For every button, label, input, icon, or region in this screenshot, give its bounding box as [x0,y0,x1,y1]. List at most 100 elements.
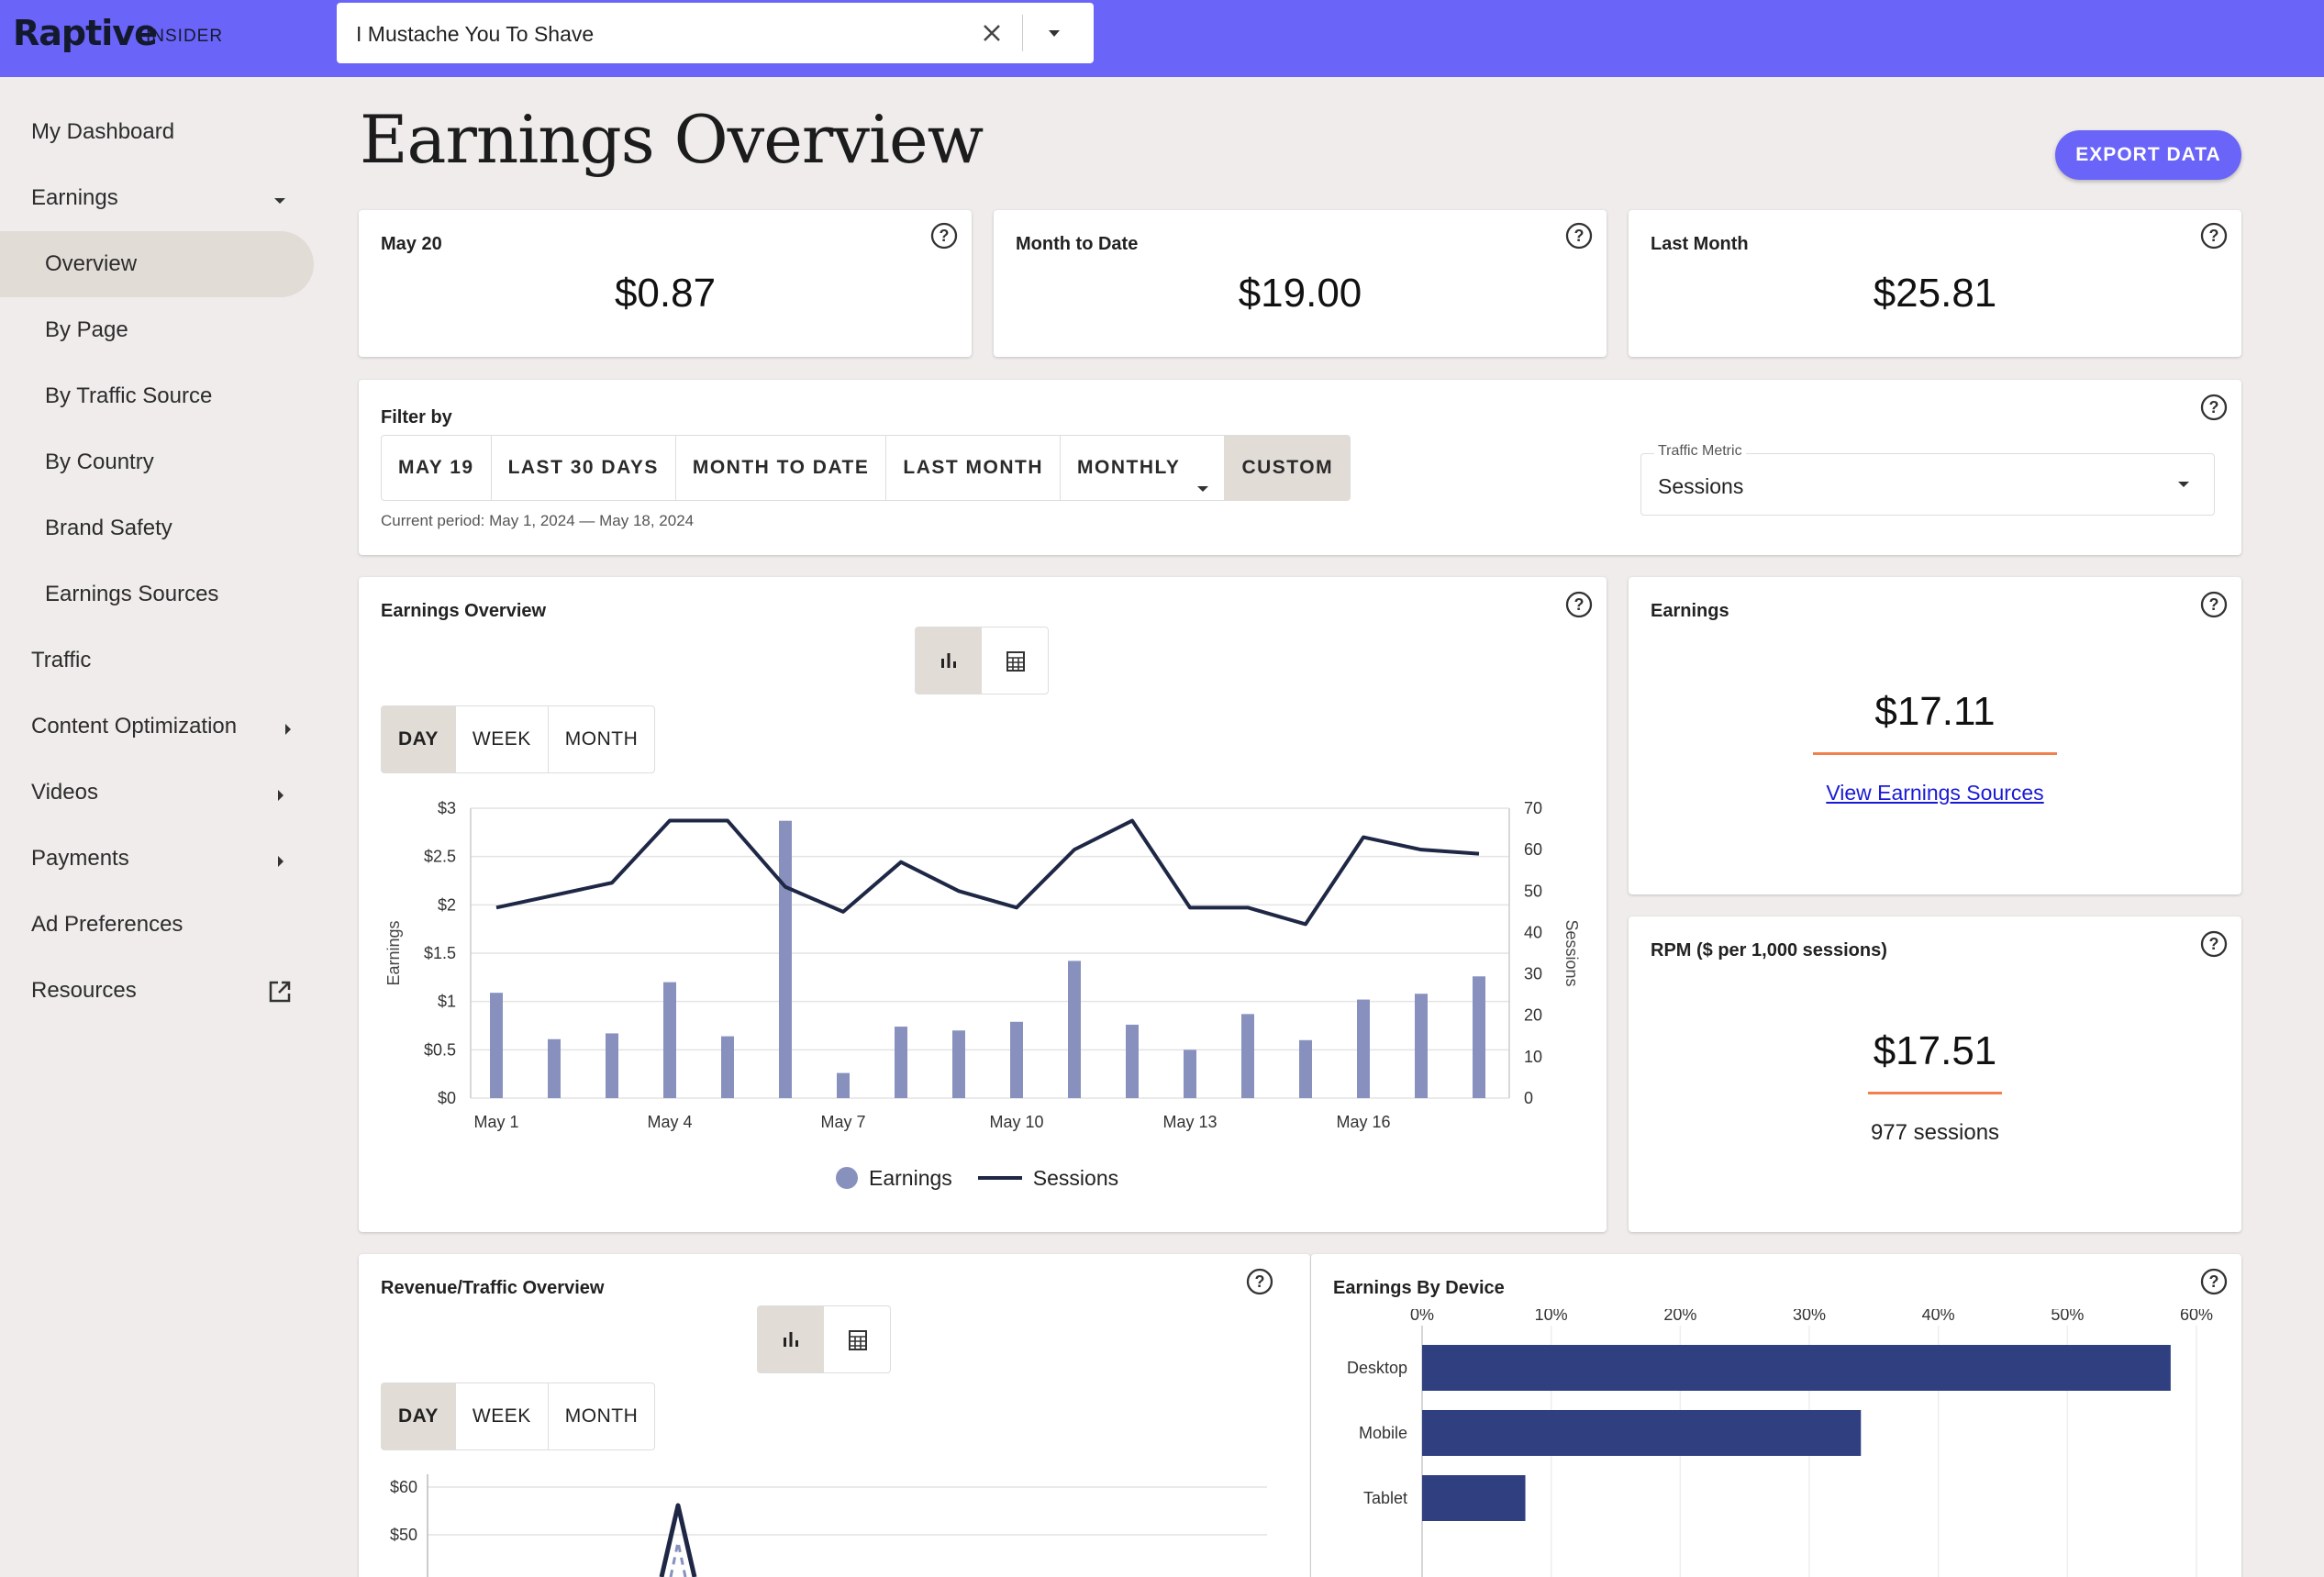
earnings-bar[interactable] [1241,1014,1254,1098]
device-bar[interactable] [1422,1410,1862,1456]
filter-month-to-date[interactable]: MONTH TO DATE [676,436,887,500]
svg-text:?: ? [2209,595,2219,614]
stat-card-today: May 20 ? $0.87 [359,210,972,357]
earnings-bar[interactable] [1357,999,1370,1098]
sidebar-item-videos[interactable]: Videos [0,760,314,826]
filter-last-month[interactable]: LAST MONTH [886,436,1062,500]
granularity-month[interactable]: MONTH [564,1405,639,1427]
earnings-bar[interactable] [895,1027,907,1098]
y2-tick-label: 20 [1524,1006,1542,1025]
traffic-metric-value: Sessions [1658,474,1744,498]
svg-text:?: ? [1574,595,1585,614]
earnings-bar[interactable] [1299,1039,1312,1098]
help-icon[interactable]: ? [2199,221,2229,250]
sidebar-item-by-page[interactable]: By Page [0,297,314,363]
x-tick-label: May 10 [989,1113,1043,1131]
granularity-day[interactable]: DAY [382,706,456,772]
sidebar-item-earnings[interactable]: Earnings [0,165,314,231]
caret-down-icon [272,190,288,206]
filter-may-19[interactable]: MAY 19 [382,436,492,500]
chart-view-button[interactable] [758,1306,824,1372]
clear-icon[interactable] [974,16,1009,50]
caret-down-icon [1195,460,1211,524]
granularity-toggle: DAY WEEK MONTH [381,1383,656,1450]
view-toggle [915,627,1049,694]
granularity-day[interactable]: DAY [382,1383,456,1449]
filter-last-30-days[interactable]: LAST 30 DAYS [492,436,676,500]
earnings-bar[interactable] [1126,1024,1139,1098]
rpm-value: $17.51 [1873,1028,1997,1073]
sidebar-item-label: By Country [45,450,154,474]
stat-label: Month to Date [1016,234,1139,254]
sidebar-item-label: Earnings [31,185,118,210]
sidebar-item-by-country[interactable]: By Country [0,429,314,495]
earnings-bar[interactable] [548,1038,561,1098]
table-view-button[interactable] [982,627,1048,694]
earnings-bar[interactable] [779,820,792,1098]
device-bar[interactable] [1422,1475,1526,1521]
sidebar-item-label: Overview [45,251,138,276]
sidebar-item-label: By Traffic Source [45,383,213,408]
site-selector[interactable]: I Mustache You To Shave [337,3,1094,63]
card-title: RPM ($ per 1,000 sessions) [1651,940,1887,961]
table-view-button[interactable] [824,1306,890,1372]
chart-view-button[interactable] [916,627,982,694]
sidebar-item-label: Content Optimization [31,714,238,739]
sidebar-item-brand-safety[interactable]: Brand Safety [0,495,314,561]
sidebar-item-payments[interactable]: Payments [0,826,314,892]
sidebar-item-overview[interactable]: Overview [0,231,314,297]
stat-card-month-to-date: Month to Date ? $19.00 [994,210,1607,357]
help-icon[interactable]: ? [2199,929,2229,959]
earnings-bar[interactable] [606,1033,618,1098]
filter-monthly[interactable]: MONTHLY [1061,436,1226,500]
help-icon[interactable]: ? [2199,393,2229,422]
granularity-toggle: DAY WEEK MONTH [381,705,656,773]
earnings-bar[interactable] [1010,1021,1023,1098]
earnings-bar[interactable] [1068,961,1081,1098]
earnings-bar[interactable] [490,993,503,1098]
svg-text:?: ? [2209,935,2219,953]
granularity-week[interactable]: WEEK [456,706,549,772]
sidebar-item-my-dashboard[interactable]: My Dashboard [0,99,314,165]
granularity-week[interactable]: WEEK [456,1383,549,1449]
help-icon[interactable]: ? [1245,1267,1274,1296]
earnings-bar[interactable] [837,1072,850,1098]
revenue-line-secondary [669,1541,687,1577]
earnings-bar[interactable] [1473,976,1485,1098]
earnings-bar[interactable] [1415,994,1428,1098]
sidebar-item-by-traffic-source[interactable]: By Traffic Source [0,363,314,429]
sidebar-item-earnings-sources[interactable]: Earnings Sources [0,561,314,627]
earnings-bar[interactable] [721,1036,734,1098]
sidebar: My Dashboard Earnings Overview By Page B… [0,77,321,1577]
sidebar-item-resources[interactable]: Resources [0,958,314,1024]
traffic-metric-select[interactable]: Traffic Metric Sessions [1640,443,2215,516]
y-tick-label: $2.5 [424,848,456,866]
export-data-button[interactable]: EXPORT DATA [2055,130,2241,180]
x-tick-label: 0% [1410,1309,1434,1324]
help-icon[interactable]: ? [2199,590,2229,619]
x-tick-label: May 13 [1162,1113,1217,1131]
sidebar-item-traffic[interactable]: Traffic [0,627,314,694]
sidebar-item-ad-preferences[interactable]: Ad Preferences [0,892,314,958]
filter-custom[interactable]: CUSTOM [1225,436,1351,500]
raptive-logo[interactable]: Raptive [13,13,158,53]
granularity-month[interactable]: MONTH [564,728,639,750]
sidebar-item-label: Brand Safety [45,516,172,540]
sidebar-item-content-optimization[interactable]: Content Optimization [0,694,314,760]
device-bar[interactable] [1422,1345,2171,1391]
earnings-bar[interactable] [952,1030,965,1098]
earnings-bar[interactable] [663,982,676,1098]
sidebar-item-label: My Dashboard [31,119,175,144]
earnings-bar[interactable] [1184,1049,1196,1098]
help-icon[interactable]: ? [929,221,959,250]
chevron-down-icon[interactable] [1037,19,1072,47]
earnings-sessions-chart: $0 $0.5 $1 $1.5 $2 $2.5 $3 0 10 20 30 40 50 60 70 May 1… [384,799,1581,1131]
table-icon [849,1330,867,1350]
help-icon[interactable]: ? [1564,590,1594,619]
help-icon[interactable]: ? [2199,1267,2229,1296]
sidebar-item-label: Resources [31,978,137,1003]
x-tick-label: 20% [1663,1309,1696,1324]
sessions-line [495,818,1480,927]
view-earnings-sources-link[interactable]: View Earnings Sources [1826,781,2044,805]
help-icon[interactable]: ? [1564,221,1594,250]
